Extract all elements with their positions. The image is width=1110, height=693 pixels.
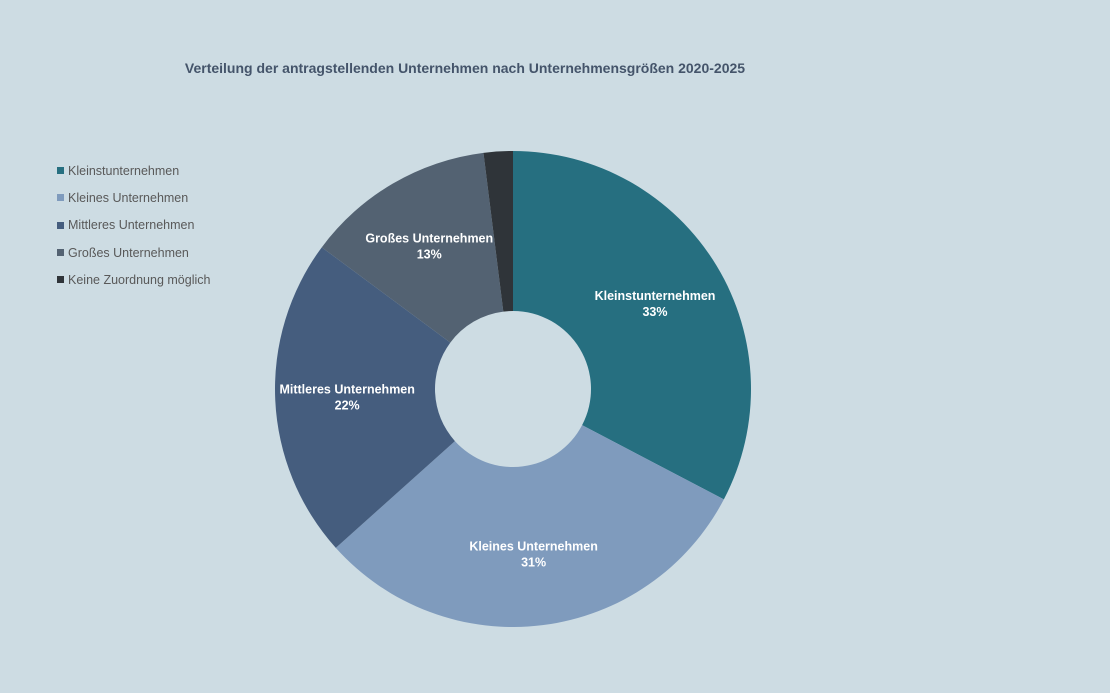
legend-label: Kleines Unternehmen bbox=[68, 190, 189, 205]
legend-item: Kleinstunternehmen bbox=[57, 157, 210, 184]
legend-label: Mittleres Unternehmen bbox=[68, 218, 195, 233]
slice-label-name: Kleines Unternehmen bbox=[469, 540, 598, 554]
slice-label-name: Mittleres Unternehmen bbox=[279, 383, 414, 397]
slice-label-name: Kleinstunternehmen bbox=[595, 289, 716, 303]
donut-slice bbox=[513, 151, 752, 500]
legend-item: Kleines Unternehmen bbox=[57, 184, 210, 211]
legend-label: Kleinstunternehmen bbox=[68, 163, 180, 178]
chart-title: Verteilung der antragstellenden Unterneh… bbox=[184, 60, 746, 76]
legend-swatch bbox=[57, 194, 64, 202]
slice-label-value: 31% bbox=[521, 556, 546, 570]
slice-label-value: 13% bbox=[417, 248, 442, 262]
legend-swatch bbox=[57, 249, 64, 257]
legend-label: Großes Unternehmen bbox=[68, 245, 189, 260]
chart-legend: Kleinstunternehmen Kleines Unternehmen M… bbox=[57, 157, 210, 293]
legend-item: Großes Unternehmen bbox=[57, 239, 210, 266]
legend-swatch bbox=[57, 221, 64, 229]
donut-slice bbox=[483, 151, 513, 312]
legend-swatch bbox=[57, 167, 64, 175]
legend-swatch bbox=[57, 276, 64, 284]
donut-labels: Kleinstunternehmen 33% Kleines Unternehmen… bbox=[279, 232, 715, 570]
slice-label-value: 33% bbox=[642, 305, 667, 319]
donut-slices bbox=[275, 151, 752, 628]
legend-item: Mittleres Unternehmen bbox=[57, 212, 210, 239]
donut-slice bbox=[321, 152, 504, 343]
legend-label: Keine Zuordnung möglich bbox=[68, 272, 211, 287]
slice-label-name: Großes Unternehmen bbox=[365, 232, 493, 246]
slice-label-value: 22% bbox=[335, 399, 360, 413]
legend-item: Keine Zuordnung möglich bbox=[57, 266, 210, 293]
donut-slice bbox=[335, 425, 724, 628]
donut-slice bbox=[275, 247, 455, 548]
